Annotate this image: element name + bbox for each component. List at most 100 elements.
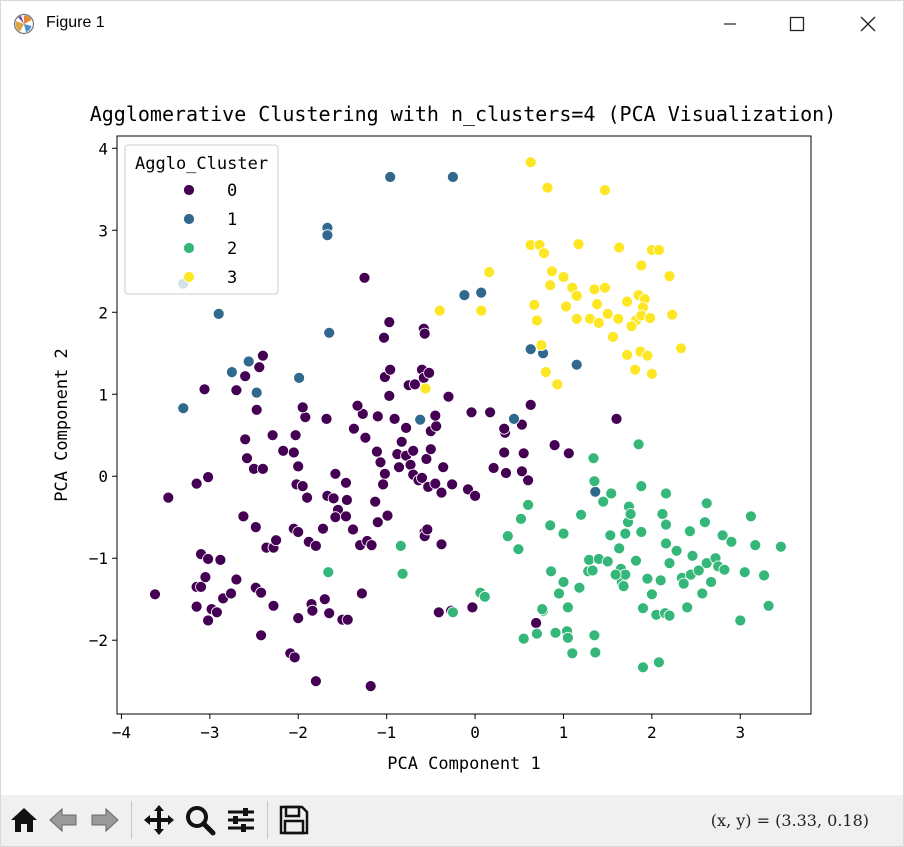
data-point-cluster-0 [442, 390, 455, 403]
maximize-icon [789, 16, 805, 32]
data-point-cluster-3 [621, 348, 633, 361]
y-tick-label: −1 [89, 549, 108, 568]
data-point-cluster-2 [684, 525, 696, 538]
x-axis-label: PCA Component 1 [387, 754, 541, 774]
data-point-cluster-2 [545, 565, 557, 578]
data-point-cluster-2 [613, 542, 626, 555]
data-point-cluster-0 [371, 410, 384, 423]
configure-subplots-button[interactable] [224, 803, 258, 837]
data-point-cluster-0 [320, 412, 333, 425]
data-point-cluster-2 [597, 495, 610, 508]
legend-label: 1 [227, 210, 237, 230]
data-point-cluster-3 [544, 279, 557, 292]
y-tick-label: 2 [98, 303, 108, 322]
data-point-cluster-0 [230, 384, 243, 397]
forward-arrow-icon [91, 807, 119, 833]
data-point-cluster-0 [408, 378, 421, 391]
data-point-cluster-2 [601, 555, 614, 568]
data-point-cluster-0 [270, 534, 283, 547]
x-tick-label: 0 [470, 723, 480, 742]
maximize-button[interactable] [767, 1, 827, 47]
data-point-cluster-0 [377, 478, 390, 491]
data-point-cluster-3 [560, 300, 572, 313]
data-point-cluster-2 [692, 564, 705, 577]
title-bar: Figure 1 [1, 1, 903, 47]
home-button[interactable] [7, 803, 41, 837]
data-point-cluster-2 [734, 614, 747, 627]
data-point-cluster-2 [745, 510, 757, 523]
data-point-cluster-2 [775, 540, 787, 553]
y-axis-label: PCA Component 2 [52, 348, 72, 502]
data-point-cluster-0 [199, 571, 212, 583]
data-point-cluster-0 [214, 554, 227, 566]
data-point-cluster-2 [583, 554, 595, 566]
data-point-cluster-0 [446, 478, 459, 491]
home-icon [11, 808, 37, 832]
data-point-cluster-0 [388, 412, 401, 425]
save-icon [279, 805, 309, 835]
minimize-button[interactable] [700, 1, 760, 47]
forward-button[interactable] [87, 803, 121, 837]
data-point-cluster-0 [356, 407, 369, 420]
data-point-cluster-3 [538, 247, 550, 260]
data-point-cluster-2 [617, 580, 630, 592]
data-point-cluster-0 [241, 452, 253, 465]
y-tick-label: −2 [89, 631, 108, 650]
data-point-cluster-2 [749, 539, 762, 552]
toolbar-separator [131, 801, 132, 839]
data-point-cluster-1 [508, 412, 520, 425]
data-point-cluster-2 [588, 475, 601, 488]
data-point-cluster-0 [225, 587, 237, 600]
data-point-cluster-2 [677, 577, 690, 590]
zoom-button[interactable] [183, 803, 217, 837]
data-point-cluster-1 [475, 286, 488, 299]
data-point-cluster-2 [605, 487, 618, 500]
data-point-cluster-2 [322, 566, 335, 579]
data-point-cluster-0 [429, 409, 442, 422]
data-point-cluster-2 [562, 631, 574, 644]
pan-button[interactable] [142, 803, 176, 837]
data-point-cluster-3 [666, 308, 679, 321]
data-point-cluster-2 [557, 527, 570, 540]
data-point-cluster-2 [562, 601, 574, 614]
legend: Agglo_Cluster 0 1 2 3 [124, 144, 279, 295]
data-point-cluster-0 [266, 429, 279, 442]
x-tick-label: 1 [559, 723, 569, 742]
data-point-cluster-0 [255, 629, 268, 642]
data-point-cluster-0 [530, 617, 542, 629]
data-point-cluster-2 [587, 452, 600, 465]
back-button[interactable] [47, 803, 81, 837]
data-point-cluster-0 [487, 462, 500, 474]
data-point-cluster-2 [394, 539, 407, 552]
data-point-cluster-1 [570, 358, 583, 371]
cursor-coordinates: (x, y) = (3.33, 0.18) [710, 811, 869, 830]
data-point-cluster-2 [725, 535, 738, 548]
data-point-cluster-3 [599, 184, 611, 197]
save-button[interactable] [277, 803, 311, 837]
data-point-cluster-0 [340, 494, 353, 506]
data-point-cluster-2 [630, 554, 642, 567]
data-point-cluster-0 [202, 471, 215, 484]
data-point-cluster-0 [296, 480, 309, 493]
data-point-cluster-0 [267, 599, 280, 612]
close-button[interactable] [838, 1, 898, 47]
data-point-cluster-0 [517, 447, 530, 460]
data-point-cluster-3 [613, 241, 626, 254]
data-point-cluster-2 [501, 530, 514, 543]
data-point-cluster-3 [644, 312, 656, 324]
scatter-chart[interactable]: Agglomerative Clustering with n_clusters… [1, 47, 903, 795]
data-point-cluster-0 [393, 461, 405, 474]
data-point-cluster-2 [681, 601, 694, 614]
data-point-cluster-0 [432, 606, 445, 619]
data-point-cluster-0 [237, 510, 250, 523]
data-point-cluster-2 [588, 629, 601, 642]
data-point-cluster-1 [524, 343, 537, 356]
data-point-cluster-0 [317, 522, 329, 535]
data-point-cluster-2 [396, 567, 409, 580]
data-point-cluster-2 [686, 549, 699, 562]
data-point-cluster-0 [610, 412, 623, 425]
data-point-cluster-0 [255, 586, 268, 599]
data-point-cluster-2 [654, 574, 667, 587]
data-point-cluster-2 [641, 572, 654, 585]
data-point-cluster-0 [253, 361, 266, 374]
